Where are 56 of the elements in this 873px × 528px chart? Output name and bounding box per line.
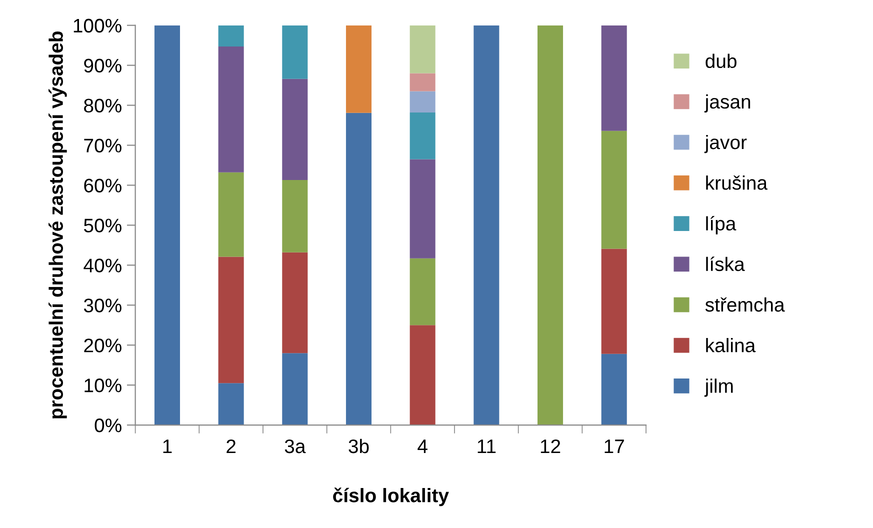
y-tick-label: 80% [84,98,122,113]
y-tick-label: 30% [84,298,122,312]
bar [537,25,564,426]
y-tick-label: 40% [84,258,122,272]
y-tick-label: 60% [84,178,122,192]
bar [346,112,372,426]
x-tick-label: 17 [604,440,624,454]
x-axis-title: číslo lokality [333,488,449,506]
x-tick-label: 11 [478,440,496,454]
bar [218,46,244,172]
x-tick-label: 4 [418,440,428,454]
y-tick-label: 90% [84,58,122,73]
legend-label: jasan [704,94,750,112]
legend-label: krušina [706,175,768,190]
x-tick-label: 3a [284,439,306,454]
legend-label: lípa [706,216,736,234]
x-tick-label: 1 [163,440,172,454]
bar [282,252,308,354]
y-tick-label: 10% [84,378,122,392]
y-axis-title: procentuelní druhové zastoupení výsadeb [48,31,67,418]
bar [154,25,180,426]
x-tick-label: 12 [540,439,560,454]
legend-label: kalina [706,338,756,352]
y-tick-label: 70% [84,138,122,152]
bar [218,25,244,47]
legend-label: javor [704,134,747,154]
bar [218,256,244,384]
bar [346,25,372,113]
bar [474,25,500,426]
legend-label: dub [706,54,736,68]
bar [218,383,244,426]
bar [410,25,436,74]
bar [410,73,436,92]
y-tick-label: 20% [84,338,122,352]
x-tick-label: 3b [348,438,369,454]
bar [282,353,308,426]
bar [410,258,436,326]
bar [410,159,436,258]
y-tick-label: 50% [84,218,122,232]
y-tick-label: 0% [94,418,122,432]
bar [282,25,308,79]
bar [282,78,308,180]
legend-label: jilm [704,378,733,397]
bar [410,91,436,112]
x-tick-label: 2 [226,439,236,454]
bar [282,180,308,252]
bar [218,172,244,257]
y-tick-label: 100% [74,18,122,33]
bar [601,248,627,354]
legend-label: střemcha [705,297,785,312]
bar [410,112,436,160]
legend-label: líska [706,256,745,272]
bar [601,130,627,249]
bar [601,354,627,426]
bar [601,25,627,131]
bar [410,325,436,426]
